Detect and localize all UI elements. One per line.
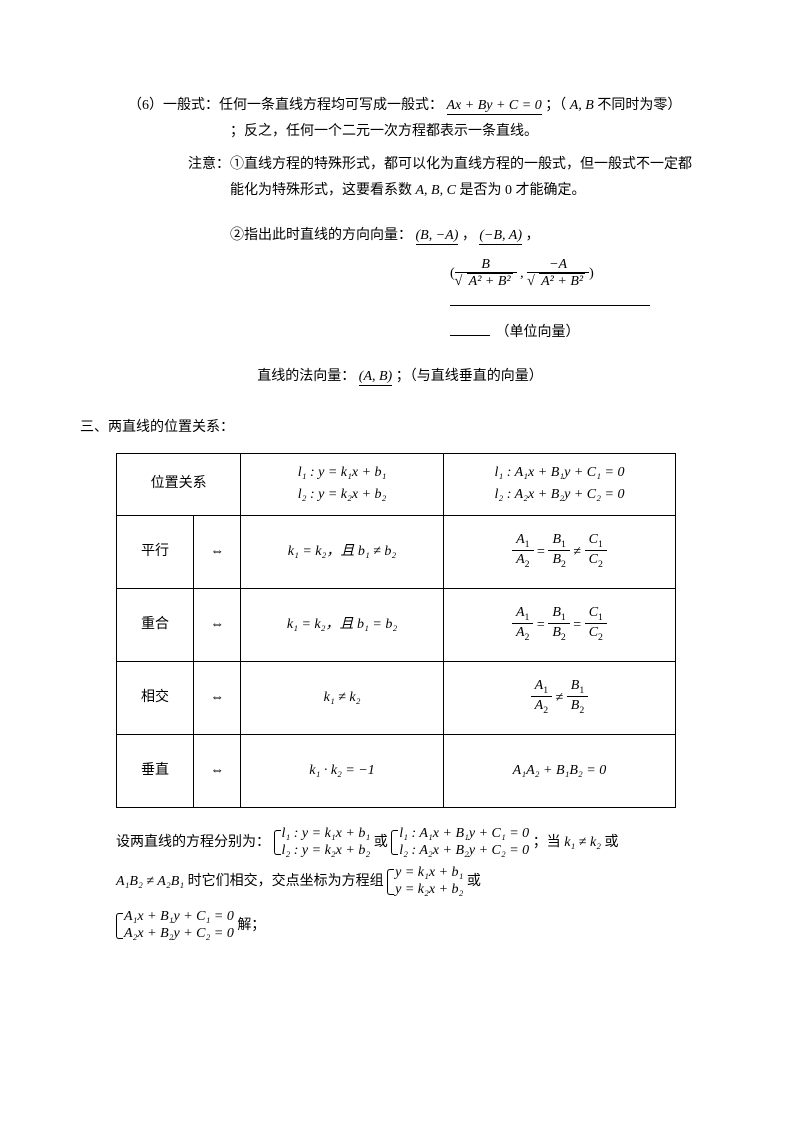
- uv-num1: B: [481, 257, 490, 272]
- table-row: 相交 ⇔ k₁ ≠ k₂ A1A2 ≠ B1B2: [117, 661, 676, 734]
- normal-v: (A, B): [359, 369, 392, 386]
- parallel-slope: k₁ = k₂，且 b₁ ≠ b₂: [288, 544, 397, 559]
- p1a: 设两直线的方程分别为：: [116, 835, 270, 850]
- iff: ⇔: [193, 734, 240, 807]
- perp-general: A₁A₂ + B₁B₂ = 0: [513, 763, 607, 778]
- note1-line2a: 能化为特殊形式，这要看系数: [230, 183, 416, 198]
- unit-vector-block: ( B A² + B² , −A A² + B² ) （单位向量）: [450, 257, 690, 344]
- th-slope-l1: l₁ : y = k₁x + b₁: [245, 462, 439, 484]
- relation-table: 位置关系 l₁ : y = k₁x + b₁ l₂ : y = k₂x + b₂…: [116, 453, 676, 808]
- dir-sep: ，: [462, 228, 476, 243]
- normal-vector-line: 直线的法向量： (A, B) ；（与直线垂直的向量）: [80, 366, 720, 388]
- th-slope-l2: l₂ : y = k₂x + b₂: [245, 484, 439, 506]
- uv-den1: A² + B²: [467, 273, 513, 289]
- normal-tail: ；（与直线垂直的向量）: [396, 369, 543, 384]
- dir-v2: (−B, A): [479, 228, 522, 245]
- item-6-label: （6）一般式：任何一条直线方程均可写成一般式：: [128, 98, 443, 113]
- table-row: 垂直 ⇔ k₁ · k₂ = −1 A₁A₂ + B₁B₂ = 0: [117, 734, 676, 807]
- p3-tail: 解；: [237, 918, 265, 933]
- note1-line2: 能化为特殊形式，这要看系数 A, B, C 是否为 0 才能确定。: [230, 180, 720, 202]
- section-3-heading: 三、两直线的位置关系：: [80, 417, 720, 439]
- p3-sys2a: A₁x + B₁y + C₁ = 0: [124, 909, 234, 924]
- th-general-form: l₁ : A₁x + B₁y + C₁ = 0 l₂ : A₂x + B₂y +…: [443, 454, 675, 516]
- general-form-equation: Ax + By + C = 0: [447, 98, 542, 115]
- th-gen-l2: l₂ : A₂x + B₂y + C₂ = 0: [448, 484, 671, 506]
- dir-tail: ，: [526, 228, 540, 243]
- parallel-general: A1A2 = B1B2 ≠ C1C2: [443, 515, 675, 588]
- p1-setB-2: l₂ : A₂x + B₂y + C₂ = 0: [399, 843, 529, 858]
- p1c: 或: [605, 835, 619, 850]
- p1-setA-2: l₂ : y = k₂x + b₂: [282, 843, 371, 858]
- p1-cond: k₁ ≠ k₂: [564, 835, 601, 850]
- table-row: 平行 ⇔ k₁ = k₂，且 b₁ ≠ b₂ A1A2 = B1B2 ≠ C1C…: [117, 515, 676, 588]
- note1-line1: 注意：①直线方程的特殊形式，都可以化为直线方程的一般式，但一般式不一定都: [188, 154, 720, 176]
- note1-line2b: 是否为 0 才能确定。: [459, 183, 585, 198]
- iff: ⇔: [193, 515, 240, 588]
- after-table-p1: 设两直线的方程分别为： l₁ : y = k₁x + b₁ l₂ : y = k…: [116, 826, 720, 860]
- table-header-row: 位置关系 l₁ : y = k₁x + b₁ l₂ : y = k₂x + b₂…: [117, 454, 676, 516]
- p2-cond: A₁B₂ ≠ A₂B₁: [116, 874, 184, 889]
- item-6-line1: （6）一般式：任何一条直线方程均可写成一般式： Ax + By + C = 0 …: [128, 95, 720, 117]
- p3-sys2b: A₂x + B₂y + C₂ = 0: [124, 926, 234, 941]
- normal-header: 直线的法向量：: [257, 369, 355, 384]
- perp-slope: k₁ · k₂ = −1: [309, 763, 375, 778]
- abc-vars: A, B, C: [416, 183, 456, 198]
- p1-setA-1: l₁ : y = k₁x + b₁: [282, 826, 371, 841]
- direction-vector-line: ②指出此时直线的方向向量： (B, −A) ， (−B, A) ，: [230, 225, 720, 247]
- p2-sys1b: y = k₂x + b₂: [395, 882, 463, 897]
- dir-header: ②指出此时直线的方向向量：: [230, 228, 412, 243]
- item-6-tail: ；（: [545, 98, 566, 113]
- iff: ⇔: [193, 661, 240, 734]
- iff: ⇔: [193, 588, 240, 661]
- p2b: 或: [467, 874, 481, 889]
- p1-mid: 或: [374, 835, 388, 850]
- th-gen-l1: l₁ : A₁x + B₁y + C₁ = 0: [448, 462, 671, 484]
- table-row: 重合 ⇔ k₁ = k₂，且 b₁ = b₂ A1A2 = B1B2 = C1C…: [117, 588, 676, 661]
- dir-v1: (B, −A): [416, 228, 459, 245]
- row-name-perp: 垂直: [117, 734, 194, 807]
- document-page: （6）一般式：任何一条直线方程均可写成一般式： Ax + By + C = 0 …: [0, 0, 800, 1003]
- row-name-parallel: 平行: [117, 515, 194, 588]
- intersect-general: A1A2 ≠ B1B2: [443, 661, 675, 734]
- uv-den2: A² + B²: [539, 273, 585, 289]
- p2a: 时它们相交，交点坐标为方程组: [188, 874, 388, 889]
- after-table-p2: A₁B₂ ≠ A₂B₁ 时它们相交，交点坐标为方程组 y = k₁x + b₁ …: [116, 865, 720, 899]
- row-name-coincide: 重合: [117, 588, 194, 661]
- coincide-slope: k₁ = k₂，且 b₁ = b₂: [287, 617, 397, 632]
- intersect-slope: k₁ ≠ k₂: [324, 690, 361, 705]
- p2-sys1: y = k₁x + b₁ y = k₂x + b₂: [387, 865, 463, 899]
- th-position: 位置关系: [117, 454, 241, 516]
- item-6-tail2: 不同时为零）: [597, 98, 681, 113]
- item-6-line2: ；反之，任何一个二元一次方程都表示一条直线。: [230, 121, 720, 143]
- ab-vars: A, B: [570, 98, 594, 113]
- p1-setB: l₁ : A₁x + B₁y + C₁ = 0 l₂ : A₂x + B₂y +…: [391, 826, 529, 860]
- after-table-p3: A₁x + B₁y + C₁ = 0 A₂x + B₂y + C₂ = 0 解；: [116, 909, 720, 943]
- unit-vector-expression: ( B A² + B² , −A A² + B² ): [450, 257, 690, 292]
- p1-setB-1: l₁ : A₁x + B₁y + C₁ = 0: [399, 826, 529, 841]
- p1b: ；当: [533, 835, 565, 850]
- blank-underline: [450, 323, 490, 336]
- unit-vector-label: （单位向量）: [496, 325, 580, 340]
- p1-setA: l₁ : y = k₁x + b₁ l₂ : y = k₂x + b₂: [274, 826, 371, 860]
- p2-sys1a: y = k₁x + b₁: [395, 865, 463, 880]
- uv-num2: −A: [549, 257, 567, 272]
- th-slope-form: l₁ : y = k₁x + b₁ l₂ : y = k₂x + b₂: [241, 454, 444, 516]
- p3-sys2: A₁x + B₁y + C₁ = 0 A₂x + B₂y + C₂ = 0: [116, 909, 234, 943]
- coincide-general: A1A2 = B1B2 = C1C2: [443, 588, 675, 661]
- row-name-intersect: 相交: [117, 661, 194, 734]
